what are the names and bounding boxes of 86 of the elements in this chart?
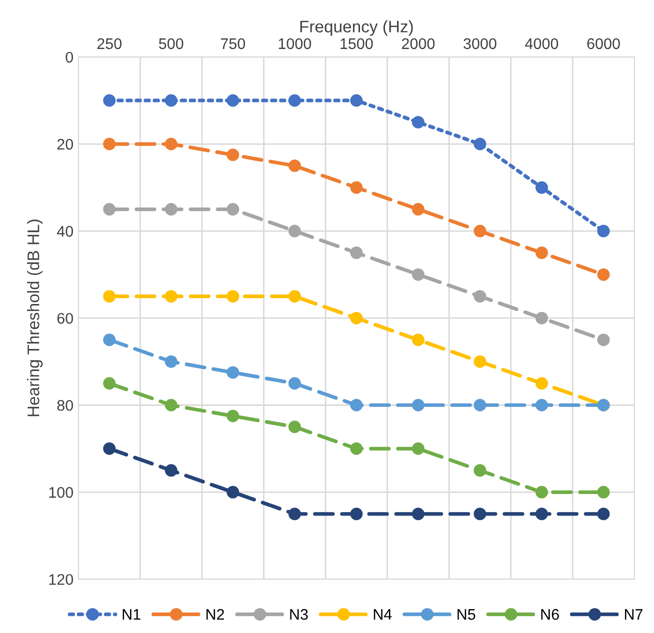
legend-label: N1 xyxy=(122,609,140,620)
point xyxy=(288,508,301,520)
point xyxy=(350,246,363,260)
point xyxy=(103,94,116,107)
point xyxy=(164,355,178,368)
point xyxy=(412,508,424,520)
point xyxy=(412,334,424,346)
point xyxy=(164,203,178,216)
x-tick-label: 1500 xyxy=(340,38,373,50)
point xyxy=(535,508,548,520)
point xyxy=(103,203,116,216)
y-tick-label: 40 xyxy=(56,226,74,237)
y-tick-label: 0 xyxy=(66,52,74,63)
point xyxy=(597,224,610,238)
point xyxy=(226,366,240,379)
legend-label: N6 xyxy=(541,609,559,620)
point xyxy=(474,508,486,520)
point xyxy=(412,268,424,281)
x-tick-label: 6000 xyxy=(587,38,620,50)
y-tick-label: 80 xyxy=(57,400,74,411)
point xyxy=(226,290,240,303)
point xyxy=(288,160,301,172)
point xyxy=(474,224,486,238)
point xyxy=(597,486,610,498)
point xyxy=(350,398,363,412)
x-tick-label: 500 xyxy=(158,38,184,50)
point xyxy=(164,138,178,150)
point xyxy=(103,290,116,303)
point xyxy=(597,508,610,520)
point xyxy=(350,442,363,455)
point xyxy=(288,94,301,107)
point xyxy=(164,464,178,477)
point xyxy=(226,148,240,162)
point xyxy=(350,508,363,520)
point xyxy=(103,442,116,455)
point xyxy=(288,224,301,238)
y-tick-label: 20 xyxy=(57,138,74,150)
point xyxy=(412,398,424,412)
legend-label: N4 xyxy=(374,609,392,620)
x-tick-label: 4000 xyxy=(525,38,558,50)
legend-label: N3 xyxy=(290,609,308,620)
point xyxy=(474,355,486,368)
point xyxy=(103,138,116,150)
point xyxy=(535,377,548,390)
point xyxy=(412,442,424,455)
point xyxy=(103,334,116,346)
point xyxy=(474,464,486,477)
point xyxy=(535,486,548,498)
point xyxy=(597,334,610,346)
point xyxy=(288,290,301,303)
point xyxy=(474,398,486,412)
x-tick-label: 1000 xyxy=(278,38,312,50)
point xyxy=(535,181,548,194)
point xyxy=(535,312,548,324)
point xyxy=(103,377,116,390)
y-tick-label: 100 xyxy=(49,487,74,498)
y-axis-title: Hearing Threshold (dB HL) xyxy=(27,220,43,416)
point xyxy=(412,203,424,216)
point xyxy=(474,138,486,150)
point xyxy=(226,410,240,422)
y-tick-label: 120 xyxy=(49,574,74,585)
point xyxy=(226,94,240,107)
y-tick-label: 60 xyxy=(57,312,74,324)
x-tick-label: 250 xyxy=(97,38,122,50)
point xyxy=(535,398,548,412)
point xyxy=(597,268,610,281)
legend-label: N5 xyxy=(458,609,476,620)
point xyxy=(412,116,424,128)
point xyxy=(350,312,363,324)
x-tick-label: 2000 xyxy=(402,38,435,50)
point xyxy=(535,246,548,260)
x-tick-label: 3000 xyxy=(464,38,496,50)
point xyxy=(350,94,363,107)
point xyxy=(226,486,240,498)
legend-label: N2 xyxy=(206,609,224,620)
x-axis-title: Frequency (Hz) xyxy=(300,20,413,36)
point xyxy=(164,94,178,107)
point xyxy=(164,290,178,303)
point xyxy=(164,398,178,412)
point xyxy=(474,290,486,303)
point xyxy=(350,181,363,194)
point xyxy=(226,203,240,216)
x-tick-label: 750 xyxy=(220,38,246,50)
legend-label: N7 xyxy=(624,609,642,620)
point xyxy=(288,420,301,434)
point xyxy=(288,377,301,390)
